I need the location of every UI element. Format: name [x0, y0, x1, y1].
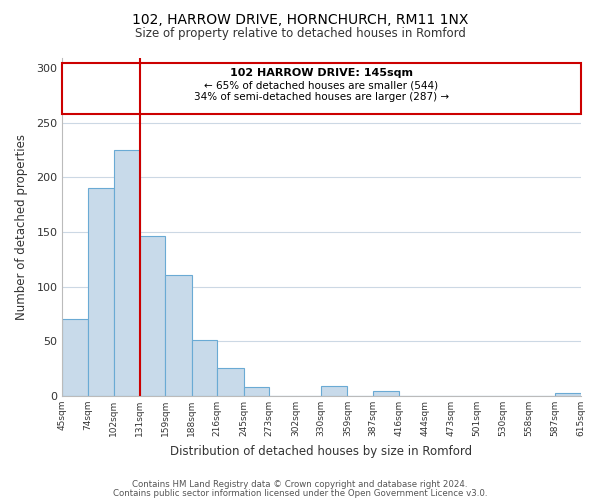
X-axis label: Distribution of detached houses by size in Romford: Distribution of detached houses by size … — [170, 444, 472, 458]
Text: 102 HARROW DRIVE: 145sqm: 102 HARROW DRIVE: 145sqm — [230, 68, 413, 78]
Bar — [113, 150, 140, 396]
Bar — [192, 340, 217, 396]
Bar — [217, 368, 244, 396]
Text: 34% of semi-detached houses are larger (287) →: 34% of semi-detached houses are larger (… — [193, 92, 449, 102]
Text: Contains HM Land Registry data © Crown copyright and database right 2024.: Contains HM Land Registry data © Crown c… — [132, 480, 468, 489]
Text: 102, HARROW DRIVE, HORNCHURCH, RM11 1NX: 102, HARROW DRIVE, HORNCHURCH, RM11 1NX — [132, 12, 468, 26]
FancyBboxPatch shape — [62, 63, 581, 114]
Bar — [140, 236, 166, 396]
Bar — [166, 274, 192, 396]
Text: Size of property relative to detached houses in Romford: Size of property relative to detached ho… — [134, 28, 466, 40]
Y-axis label: Number of detached properties: Number of detached properties — [15, 134, 28, 320]
Bar — [555, 394, 581, 396]
Bar — [88, 188, 113, 396]
Bar — [62, 320, 88, 396]
Bar — [321, 386, 347, 396]
Bar — [244, 387, 269, 396]
Text: ← 65% of detached houses are smaller (544): ← 65% of detached houses are smaller (54… — [204, 80, 438, 90]
Text: Contains public sector information licensed under the Open Government Licence v3: Contains public sector information licen… — [113, 488, 487, 498]
Bar — [373, 392, 400, 396]
